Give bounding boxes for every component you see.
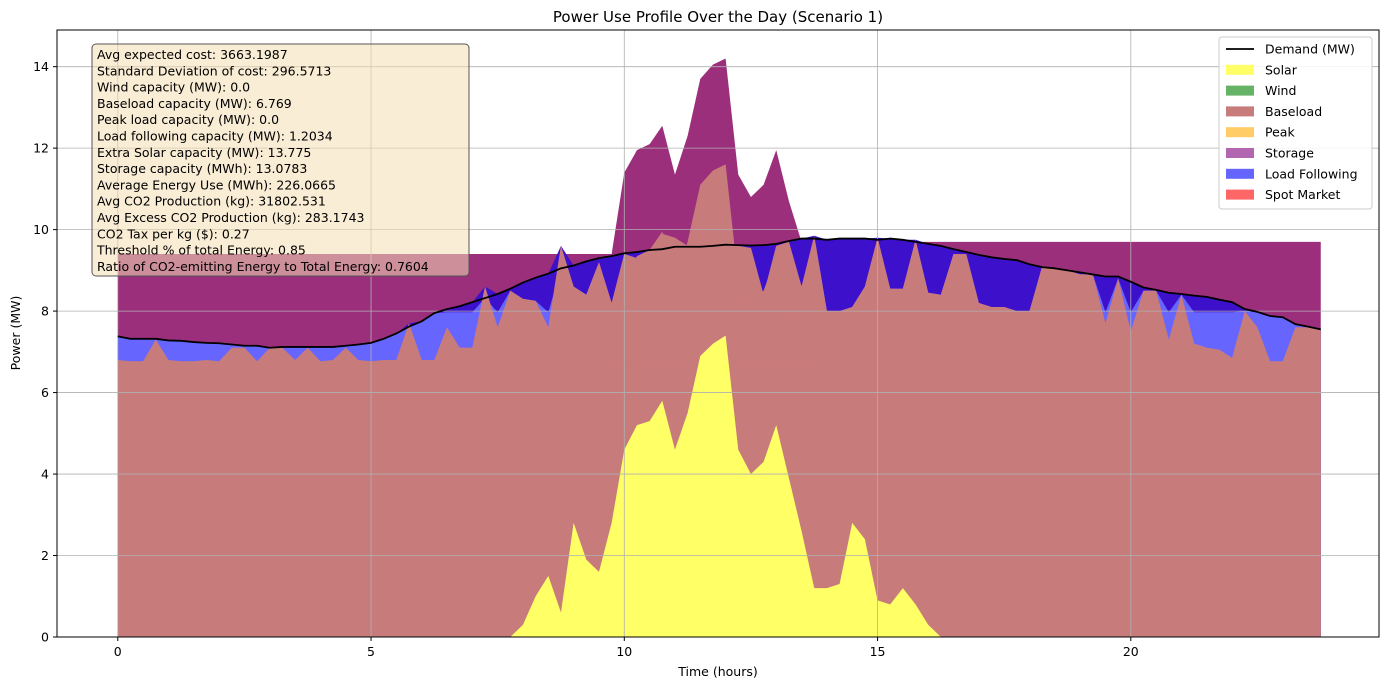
- x-tick-label: 20: [1123, 644, 1139, 659]
- info-box-line: Threshold % of total Energy: 0.85: [96, 243, 306, 258]
- info-box-line: Wind capacity (MW): 0.0: [97, 80, 250, 95]
- demand-line: [117, 237, 1321, 349]
- chart-title: Power Use Profile Over the Day (Scenario…: [553, 8, 883, 26]
- y-tick-label: 10: [33, 222, 49, 237]
- legend-swatch: [1226, 148, 1254, 158]
- legend-label: Wind: [1265, 83, 1296, 98]
- legend-label: Spot Market: [1265, 187, 1340, 202]
- info-box-line: Peak load capacity (MW): 0.0: [97, 112, 279, 127]
- info-box-line: Storage capacity (MWh): 13.0783: [97, 161, 307, 176]
- info-box-frame: [91, 43, 470, 277]
- legend-swatch: [1226, 64, 1254, 75]
- y-tick-label: 8: [41, 304, 49, 319]
- y-tick-label: 6: [41, 385, 49, 400]
- legend-label: Baseload: [1265, 104, 1322, 119]
- y-tick-label: 14: [33, 59, 49, 74]
- info-box-line: Standard Deviation of cost: 296.5713: [97, 63, 331, 78]
- x-tick-label: 15: [870, 644, 886, 659]
- x-tick-label: 10: [616, 644, 632, 659]
- legend-swatch: [1226, 106, 1254, 117]
- legend-swatch: [1226, 168, 1254, 179]
- x-axis-label: Time (hours): [677, 664, 757, 679]
- info-box-line: CO2 Tax per kg ($): 0.27: [97, 226, 250, 241]
- info-box-line: Average Energy Use (MWh): 226.0665: [97, 177, 336, 192]
- y-tick-label: 12: [33, 141, 49, 156]
- x-tick-label: 5: [367, 644, 375, 659]
- legend-label: Load Following: [1265, 166, 1358, 181]
- y-axis-label: Power (MW): [8, 296, 23, 371]
- legend-label: Storage: [1265, 146, 1314, 161]
- solar-area: [117, 335, 1321, 637]
- legend-label: Solar: [1265, 62, 1298, 77]
- y-tick-label: 0: [41, 630, 49, 645]
- legend-swatch: [1226, 189, 1254, 200]
- baseload-spike-area: [117, 164, 1321, 362]
- plot-area: 0 5 10 15 20 0 2 4 6 8 10 12 14: [33, 29, 1380, 659]
- info-box-line: Baseload capacity (MW): 6.769: [97, 96, 292, 111]
- info-box-line: Ratio of CO2-emitting Energy to Total En…: [97, 259, 429, 274]
- legend-label: Peak: [1265, 125, 1295, 140]
- y-tick-label: 2: [41, 548, 49, 563]
- info-box-line: Avg CO2 Production (kg): 31802.531: [97, 194, 326, 209]
- axes-frame: [56, 29, 1380, 638]
- info-box-line: Avg expected cost: 3663.1987: [97, 47, 288, 62]
- legend-swatch: [1226, 127, 1254, 138]
- x-tick-label: 0: [114, 644, 122, 659]
- legend: Demand (MW) Solar Wind Baseload Peak Storage L…: [1218, 36, 1373, 210]
- legend-frame: [1218, 36, 1373, 210]
- y-tick-label: 4: [41, 467, 49, 482]
- info-box-line: Avg Excess CO2 Production (kg): 283.1743: [97, 210, 365, 225]
- legend-label: Demand (MW): [1265, 42, 1355, 57]
- legend-swatch: [1226, 85, 1254, 96]
- info-box-line: Load following capacity (MW): 1.2034: [97, 129, 333, 144]
- info-box-line: Extra Solar capacity (MW): 13.775: [97, 145, 311, 160]
